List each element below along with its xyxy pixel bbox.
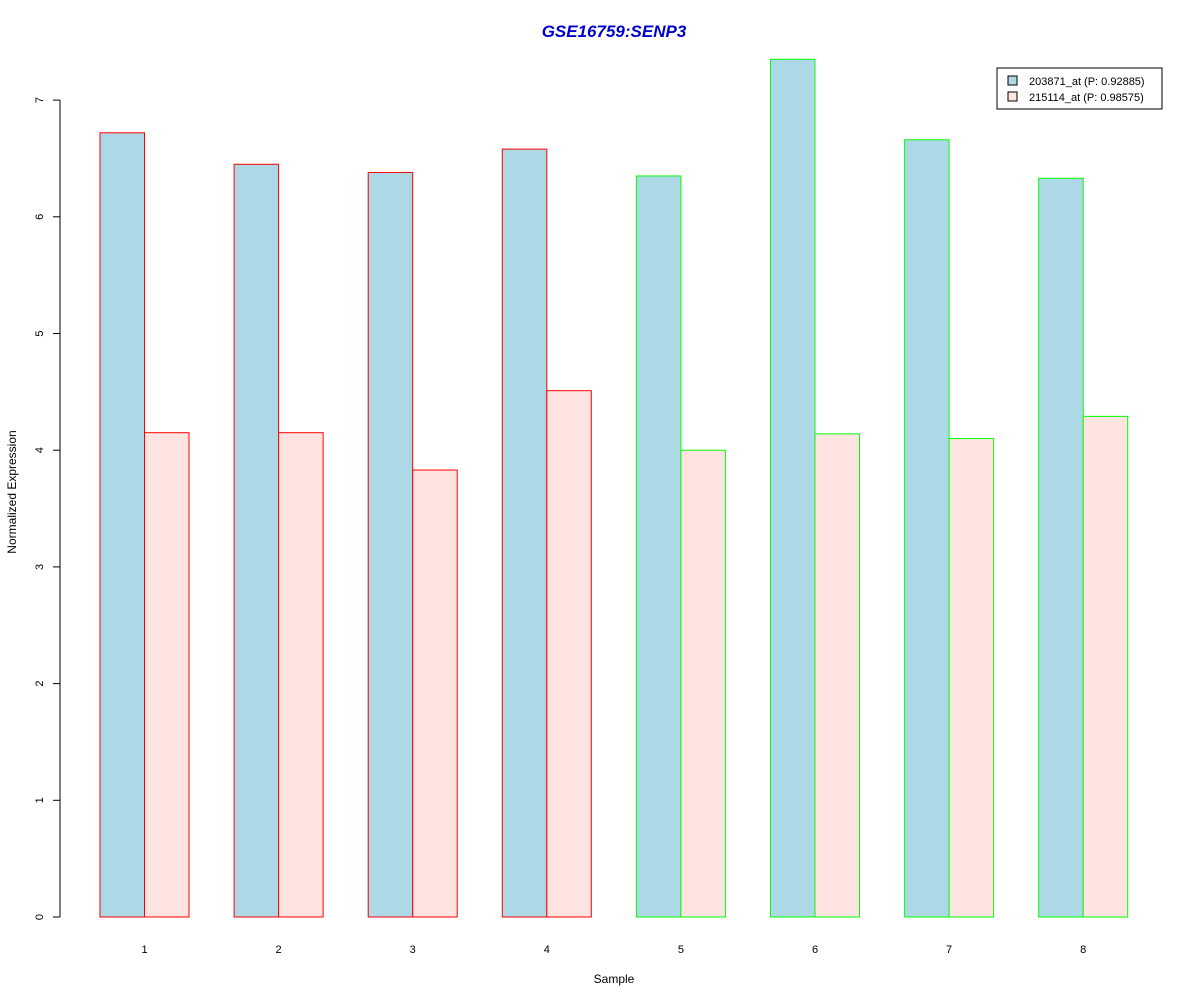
x-tick-labels: 1 2 3 4 5 6 7 8 bbox=[141, 944, 1086, 956]
bar-sample-2-series-1 bbox=[233, 163, 280, 918]
bar-sample-2-series-2 bbox=[278, 432, 324, 918]
bar-sample-5-series-2 bbox=[680, 449, 726, 918]
y-tick-label: 2 bbox=[34, 681, 46, 687]
bar-sample-3-series-2 bbox=[412, 469, 458, 918]
y-tick-label: 5 bbox=[34, 330, 46, 336]
legend: 203871_at (P: 0.92885) 215114_at (P: 0.98… bbox=[996, 67, 1163, 110]
bar-sample-6-series-1 bbox=[770, 58, 816, 918]
bar-sample-5-series-1 bbox=[635, 175, 682, 918]
bar-sample-6-series-2 bbox=[814, 433, 860, 918]
bar-sample-4-series-2 bbox=[546, 390, 592, 918]
x-tick-label: 5 bbox=[678, 944, 684, 956]
bar-sample-8-series-2 bbox=[1082, 415, 1129, 918]
bar-sample-1-series-1 bbox=[99, 132, 145, 918]
legend-label: 215114_at (P: 0.98575) bbox=[1029, 92, 1144, 104]
bar-sample-7-series-2 bbox=[948, 438, 995, 918]
x-axis-title: Sample bbox=[594, 972, 635, 986]
x-tick-label: 3 bbox=[410, 944, 416, 956]
x-tick-label: 2 bbox=[276, 944, 282, 956]
bar-sample-1-series-2 bbox=[144, 432, 190, 918]
y-tick-label: 0 bbox=[34, 914, 46, 920]
x-tick-label: 7 bbox=[946, 944, 952, 956]
x-tick-label: 1 bbox=[141, 944, 147, 956]
legend-label: 203871_at (P: 0.92885) bbox=[1029, 76, 1145, 88]
bar-sample-3-series-1 bbox=[367, 171, 414, 918]
x-tick-label: 4 bbox=[544, 944, 550, 956]
legend-box bbox=[996, 67, 1163, 110]
y-tick-label: 7 bbox=[34, 97, 46, 103]
y-axis: 0 1 2 3 4 5 6 7 bbox=[34, 97, 61, 920]
bar-sample-8-series-1 bbox=[1038, 177, 1084, 918]
y-tick-label: 1 bbox=[34, 797, 46, 803]
y-tick-label: 3 bbox=[34, 564, 46, 570]
legend-swatch bbox=[1007, 75, 1018, 86]
bar-sample-4-series-1 bbox=[501, 148, 548, 918]
y-tick-label: 4 bbox=[34, 447, 46, 453]
x-tick-label: 6 bbox=[812, 944, 818, 956]
bar-sample-7-series-1 bbox=[904, 139, 950, 918]
y-tick-label: 6 bbox=[34, 214, 46, 220]
chart-title: GSE16759:SENP3 bbox=[542, 22, 687, 41]
bars-group bbox=[99, 58, 1129, 918]
x-tick-label: 8 bbox=[1080, 944, 1086, 956]
y-axis-title: Normalized Expression bbox=[5, 430, 19, 553]
legend-swatch bbox=[1007, 91, 1018, 102]
